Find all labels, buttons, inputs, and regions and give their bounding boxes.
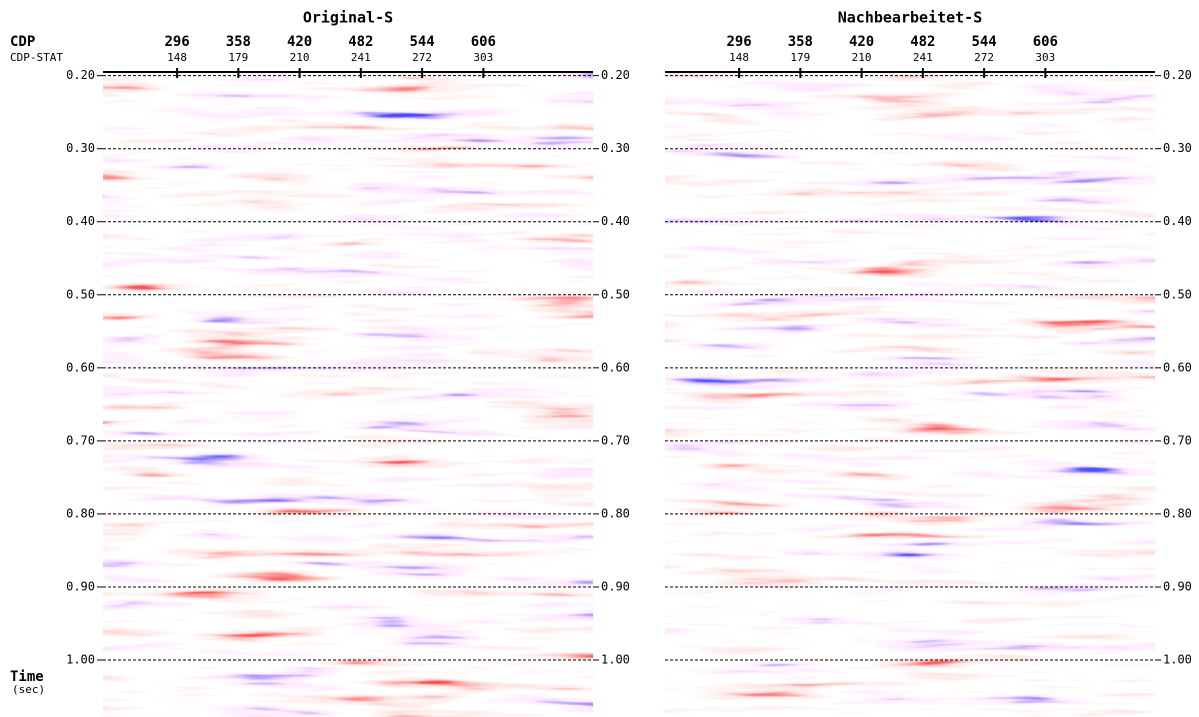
time-tick-label: 0.90: [1163, 579, 1192, 593]
time-tick-label: 0.50: [601, 287, 630, 301]
stat-tick-label: 303: [1035, 51, 1055, 64]
seismic-section: [665, 72, 1155, 717]
cdp-tick-label: 296: [164, 34, 189, 50]
stat-tick-label: 179: [790, 51, 810, 64]
cdp-tick-label: 482: [348, 34, 373, 50]
time-tick-label: 0.60: [601, 360, 630, 374]
time-tick-label: 0.40: [66, 214, 95, 228]
stat-axis-label: CDP-STAT: [10, 51, 63, 64]
stat-tick-label: 148: [167, 51, 187, 64]
time-tick-label: 0.80: [66, 506, 95, 520]
cdp-tick-label: 420: [287, 34, 312, 50]
time-tick-label: 1.00: [601, 653, 630, 667]
stat-tick-label: 272: [974, 51, 994, 64]
time-axis-label: Time: [10, 669, 44, 685]
cdp-tick-label: 544: [971, 34, 996, 50]
time-tick-label: 0.70: [1163, 433, 1192, 447]
time-tick-label: 0.30: [66, 141, 95, 155]
stat-tick-label: 179: [228, 51, 248, 64]
time-tick-label: 0.20: [1163, 68, 1192, 82]
stat-tick-label: 241: [913, 51, 933, 64]
time-tick-label: 0.20: [601, 68, 630, 82]
time-tick-label: 0.90: [66, 579, 95, 593]
time-tick-label: 1.00: [1163, 653, 1192, 667]
cdp-axis-label: CDP: [10, 34, 35, 50]
cdp-tick-label: 482: [910, 34, 935, 50]
cdp-tick-label: 358: [226, 34, 251, 50]
time-unit: (sec): [12, 683, 45, 696]
cdp-tick-label: 420: [849, 34, 874, 50]
time-tick-label: 0.50: [66, 287, 95, 301]
time-tick-label: 0.70: [601, 433, 630, 447]
time-tick-label: 0.30: [601, 141, 630, 155]
cdp-tick-label: 544: [409, 34, 434, 50]
time-tick-label: 0.20: [66, 68, 95, 82]
stat-tick-label: 303: [473, 51, 493, 64]
cdp-tick-label: 358: [788, 34, 813, 50]
stat-tick-label: 210: [290, 51, 310, 64]
time-tick-label: 0.60: [1163, 360, 1192, 374]
cdp-tick-label: 606: [471, 34, 496, 50]
panel-title: Original-S: [303, 9, 393, 27]
stat-tick-label: 241: [351, 51, 371, 64]
time-tick-label: 0.80: [1163, 506, 1192, 520]
time-tick-label: 0.30: [1163, 141, 1192, 155]
time-tick-label: 1.00: [66, 653, 95, 667]
panel-title: Nachbearbeitet-S: [838, 9, 983, 27]
time-tick-label: 0.80: [601, 506, 630, 520]
cdp-tick-label: 606: [1033, 34, 1058, 50]
time-tick-label: 0.40: [601, 214, 630, 228]
seismic-section: [103, 72, 593, 717]
time-tick-label: 0.40: [1163, 214, 1192, 228]
stat-tick-label: 272: [412, 51, 432, 64]
time-tick-label: 0.90: [601, 579, 630, 593]
cdp-tick-label: 296: [726, 34, 751, 50]
stat-tick-label: 210: [852, 51, 872, 64]
time-tick-label: 0.70: [66, 433, 95, 447]
time-tick-label: 0.60: [66, 360, 95, 374]
stat-tick-label: 148: [729, 51, 749, 64]
time-tick-label: 0.50: [1163, 287, 1192, 301]
